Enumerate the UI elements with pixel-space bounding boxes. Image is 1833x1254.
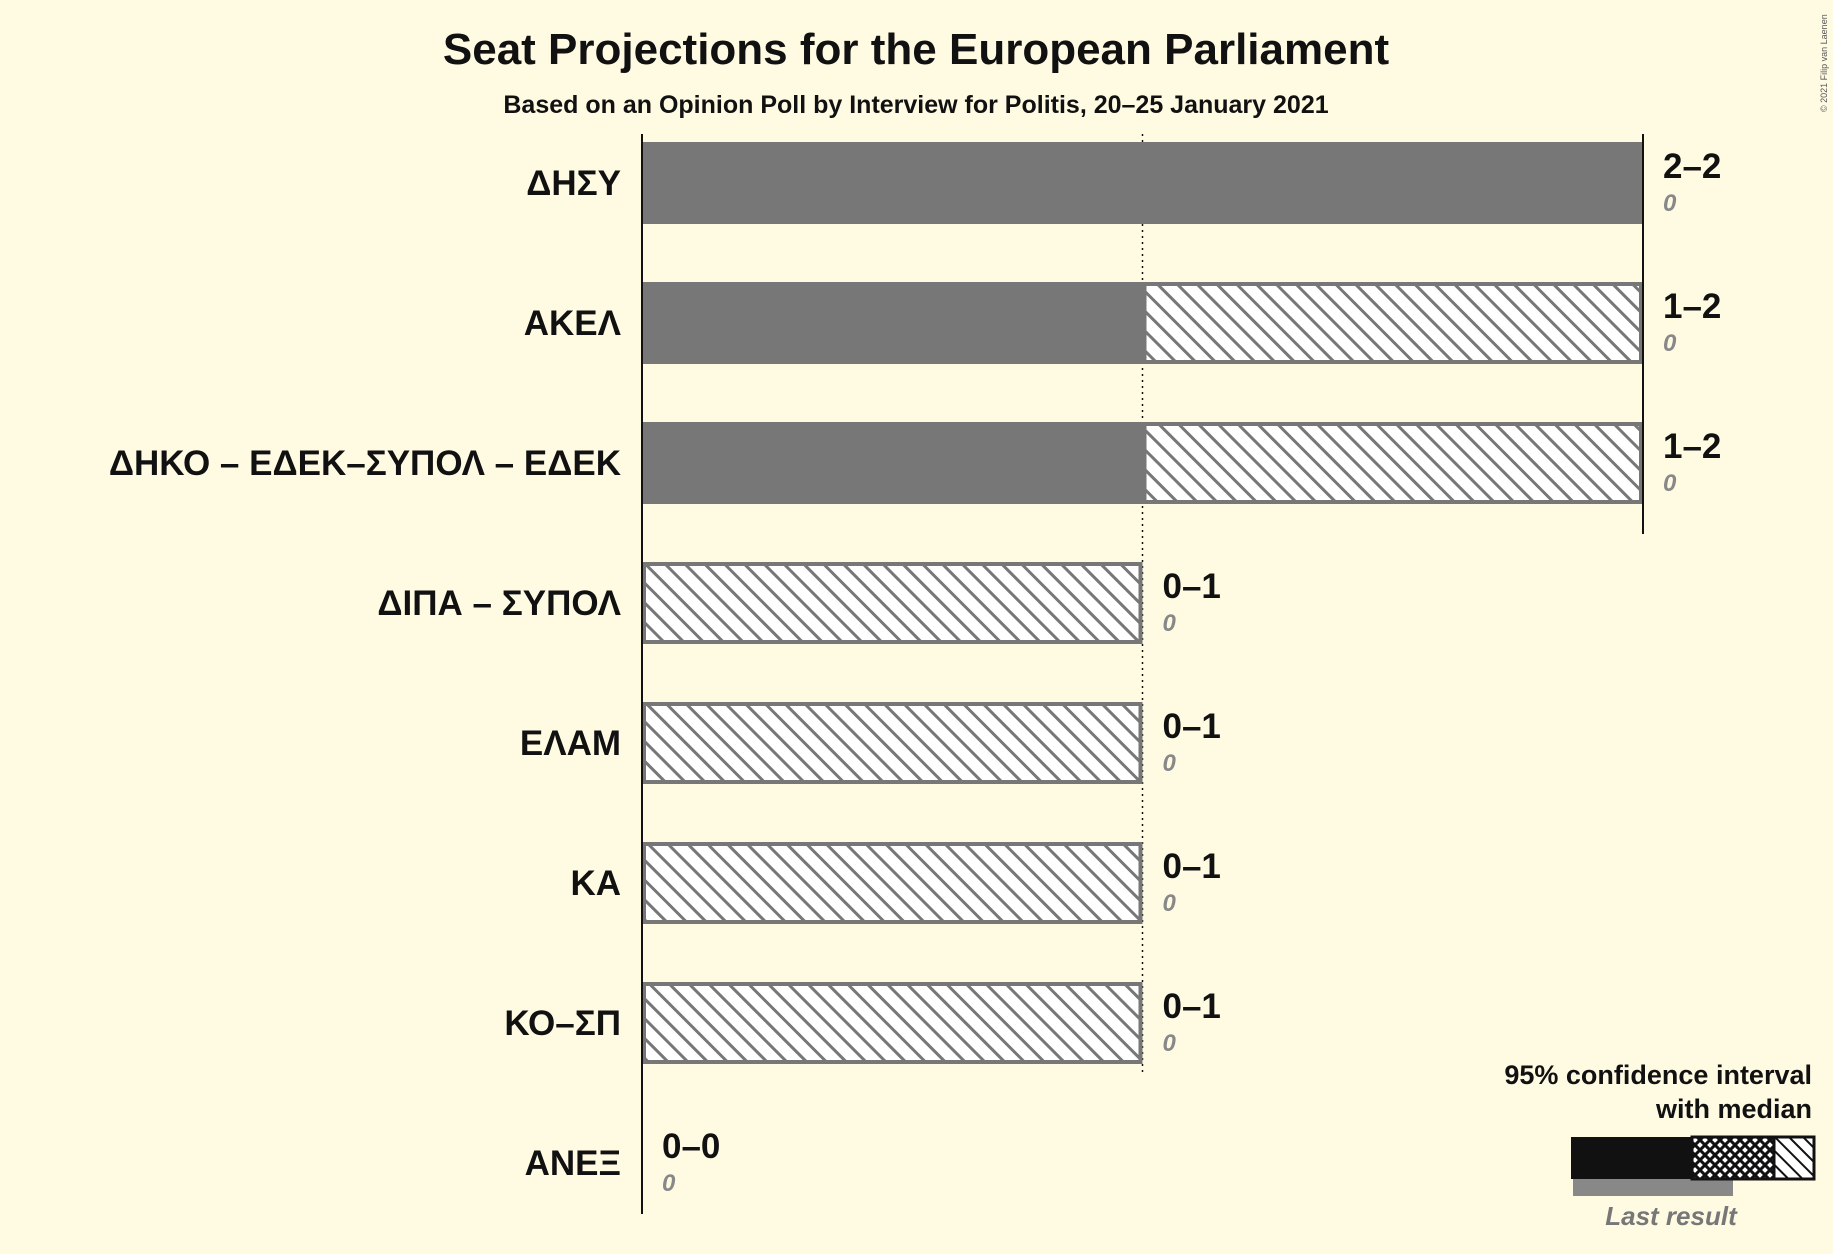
last-result-label: 0 (662, 1170, 676, 1197)
chart-title: Seat Projections for the European Parlia… (443, 25, 1390, 74)
last-result-label: 0 (1163, 610, 1177, 637)
bar-solid (642, 422, 1143, 504)
bar-hatched (642, 842, 1143, 924)
party-label: ΚΟ–ΣΠ (504, 1004, 621, 1043)
party-label: ΕΛΑΜ (520, 724, 621, 763)
legend-ci-upper (1772, 1135, 1816, 1181)
range-label: 0–0 (662, 1127, 720, 1166)
last-result-label: 0 (1663, 470, 1677, 497)
party-label: ΑΚΕΛ (524, 304, 622, 343)
party-label: ΔΙΠΑ – ΣΥΠΟΛ (377, 584, 621, 623)
last-result-label: 0 (1163, 750, 1177, 777)
range-label: 0–1 (1163, 567, 1221, 606)
range-label: 1–2 (1663, 287, 1721, 326)
party-label: ΔΗΚΟ – ΕΔΕΚ–ΣΥΠΟΛ – ΕΔΕΚ (109, 444, 621, 483)
legend-last-result-bar (1573, 1178, 1733, 1196)
last-result-label: 0 (1163, 890, 1177, 917)
bar-solid (642, 142, 1643, 224)
legend-ci-median (1690, 1135, 1776, 1181)
range-label: 0–1 (1163, 847, 1221, 886)
party-label: ΑΝΕΞ (525, 1144, 621, 1183)
plot-area: ΔΗΣΥ 2–2 0 ΑΚΕΛ 1–2 0 ΔΗΚΟ – ΕΔΕΚ–ΣΥΠΟΛ – ΕΔΕΚ… (109, 134, 1721, 1214)
range-label: 2–2 (1663, 147, 1721, 186)
bar-hatched (642, 702, 1143, 784)
legend-title-line2: with median (1655, 1094, 1812, 1124)
range-label: 0–1 (1163, 707, 1221, 746)
bar-hatched (642, 982, 1143, 1064)
party-label: ΚΑ (570, 864, 621, 903)
legend: 95% confidence interval with median Last… (1504, 1060, 1816, 1231)
bar-solid (642, 282, 1143, 364)
last-result-label: 0 (1663, 190, 1677, 217)
range-label: 1–2 (1663, 427, 1721, 466)
legend-title-line1: 95% confidence interval (1504, 1060, 1812, 1090)
last-result-label: 0 (1663, 330, 1677, 357)
legend-last-result-label: Last result (1605, 1201, 1738, 1231)
last-result-label: 0 (1163, 1030, 1177, 1057)
party-label: ΔΗΣΥ (526, 164, 621, 203)
legend-ci-solid (1571, 1137, 1692, 1179)
chart-subtitle: Based on an Opinion Poll by Interview fo… (503, 91, 1328, 119)
bar-hatched (1142, 422, 1643, 504)
range-label: 0–1 (1163, 987, 1221, 1026)
copyright-note: © 2021 Filip van Laenen (1819, 14, 1829, 112)
bar-hatched (642, 562, 1143, 644)
bar-hatched (1142, 282, 1643, 364)
